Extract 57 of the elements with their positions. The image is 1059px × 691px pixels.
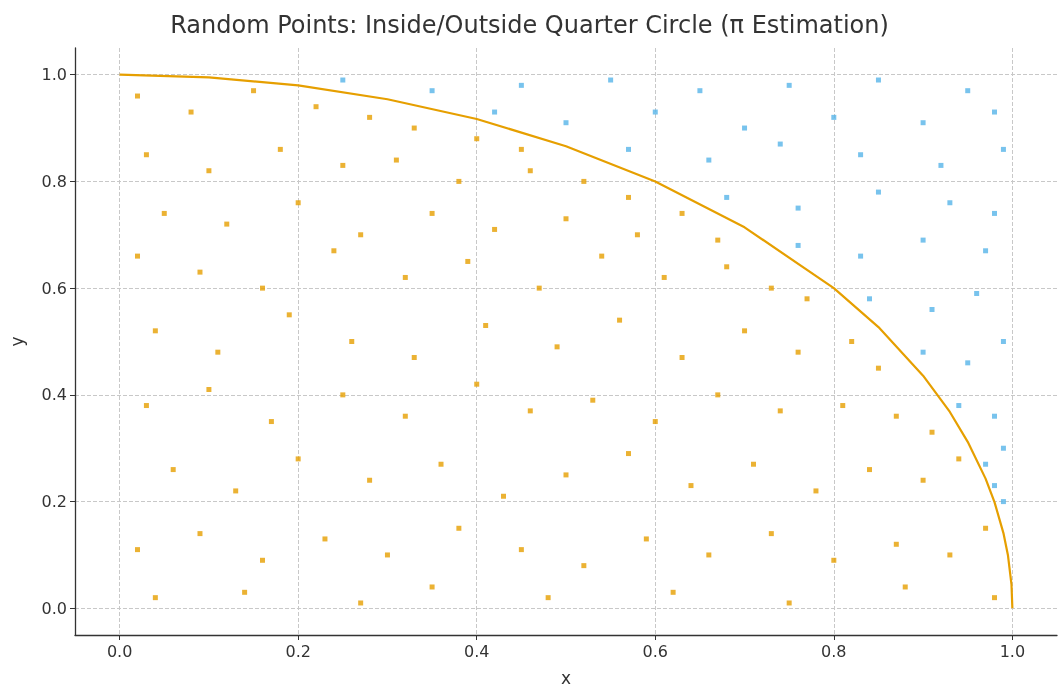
x-tick-label: 0.0 xyxy=(106,641,133,661)
y-tick-label: 0.2 xyxy=(41,492,67,512)
x-tick-label: 0.4 xyxy=(464,641,490,661)
point xyxy=(965,360,971,366)
point xyxy=(875,189,881,195)
y-tick-label: 0.0 xyxy=(41,598,67,618)
point xyxy=(831,114,837,120)
point xyxy=(858,152,864,158)
chart-title: Random Points: Inside/Outside Quarter Circle (π Estimation) xyxy=(170,11,889,39)
point xyxy=(1000,339,1006,344)
y-tick-label: 0.4 xyxy=(41,385,67,405)
y-tick-label: 0.8 xyxy=(41,171,67,191)
x-tick-label: 0.2 xyxy=(285,641,311,661)
point xyxy=(786,82,792,88)
point xyxy=(608,77,614,83)
point xyxy=(992,483,998,489)
point xyxy=(983,461,989,467)
point xyxy=(956,403,962,409)
point xyxy=(938,162,944,168)
point xyxy=(340,77,346,83)
point xyxy=(1000,499,1006,505)
point xyxy=(1000,146,1006,152)
point xyxy=(858,253,864,259)
point xyxy=(742,125,748,131)
point xyxy=(518,82,524,88)
x-tick-label: 1.0 xyxy=(999,641,1026,661)
y-axis-title: y xyxy=(6,336,27,347)
point xyxy=(625,146,631,152)
point xyxy=(920,349,926,355)
x-axis-title: x xyxy=(560,667,572,688)
point xyxy=(429,88,435,94)
point xyxy=(974,290,980,296)
y-tick-label: 0.6 xyxy=(41,278,67,298)
point xyxy=(992,109,998,115)
point xyxy=(920,120,926,126)
point xyxy=(992,413,998,419)
point xyxy=(652,109,658,115)
point xyxy=(697,88,703,94)
point xyxy=(875,77,881,83)
point xyxy=(1000,445,1006,451)
point xyxy=(706,157,712,163)
point xyxy=(795,205,801,211)
x-tick-label: 0.6 xyxy=(642,641,668,661)
y-tick-label: 1.0 xyxy=(41,65,67,85)
point xyxy=(929,306,935,312)
point xyxy=(492,109,498,115)
point xyxy=(965,88,971,94)
point xyxy=(563,120,569,126)
point xyxy=(724,194,730,200)
point xyxy=(795,242,801,248)
point xyxy=(992,210,998,216)
point xyxy=(777,141,783,147)
point xyxy=(947,200,953,206)
point xyxy=(867,296,873,302)
point xyxy=(920,237,926,243)
x-tick-label: 0.8 xyxy=(821,641,847,661)
point xyxy=(983,248,989,254)
